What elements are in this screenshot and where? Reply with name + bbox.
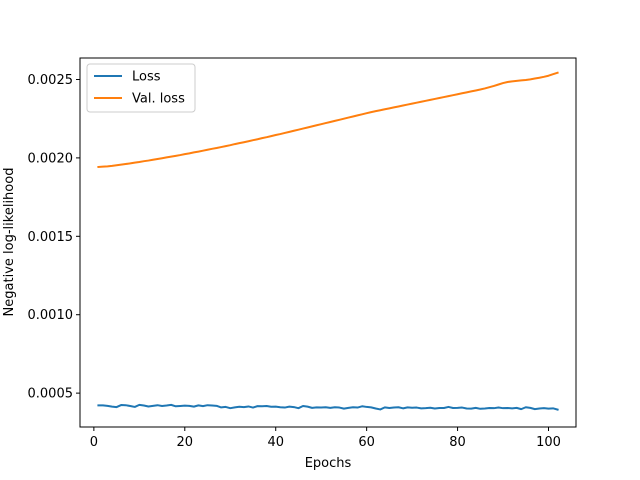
x-tick-label: 40 xyxy=(267,435,284,450)
x-tick-label: 20 xyxy=(177,435,194,450)
x-axis-label: Epochs xyxy=(305,456,352,471)
x-axis-ticks: 0 20 40 60 80 100 xyxy=(90,427,561,450)
y-tick-label: 0.0015 xyxy=(28,230,74,245)
x-tick-label: 0 xyxy=(90,435,98,450)
y-tick-label: 0.0010 xyxy=(28,308,74,323)
y-tick-label: 0.0005 xyxy=(28,387,74,402)
series-line-val-loss xyxy=(97,71,559,169)
x-tick-label: 80 xyxy=(449,435,466,450)
y-axis-label: Negative log-likelihood xyxy=(2,168,17,317)
plot-lines xyxy=(97,71,559,411)
legend-label-val-loss: Val. loss xyxy=(132,92,185,107)
y-axis-ticks: 0.0005 0.0010 0.0015 0.0020 0.0025 xyxy=(28,73,80,402)
y-tick-label: 0.0020 xyxy=(28,151,74,166)
legend: Loss Val. loss xyxy=(86,63,196,113)
legend-label-loss: Loss xyxy=(132,70,161,85)
series-line-loss xyxy=(97,403,559,411)
x-tick-label: 60 xyxy=(358,435,375,450)
plot-frame xyxy=(79,57,577,428)
x-tick-label: 100 xyxy=(536,435,561,450)
y-tick-label: 0.0025 xyxy=(28,73,74,88)
